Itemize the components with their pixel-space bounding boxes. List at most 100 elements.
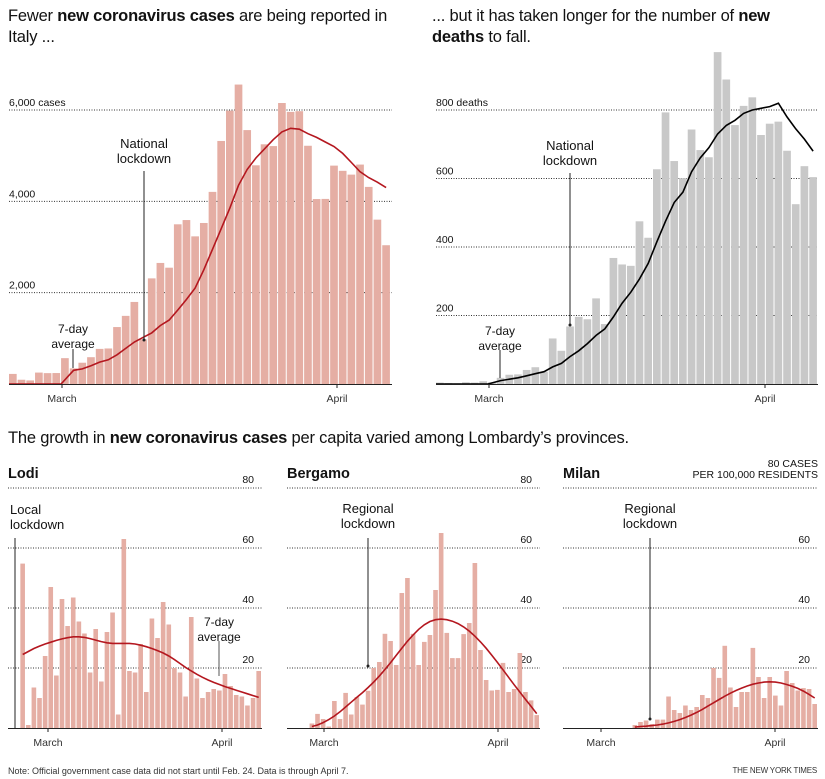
bar (286, 111, 295, 385)
headline-cases-pre: Fewer (8, 7, 58, 25)
bar (188, 617, 194, 728)
bar (70, 597, 76, 728)
bar (205, 692, 211, 728)
x-tick-label: March (33, 737, 62, 749)
bar (774, 121, 783, 384)
bar (87, 357, 95, 384)
bar (360, 704, 365, 728)
headline-deaths-pre: ... but it has taken longer for the numb… (432, 7, 739, 25)
y-tick-label: 2,000 (9, 280, 35, 292)
bar (43, 373, 52, 384)
bar (671, 710, 677, 728)
bar (687, 129, 696, 384)
series-line-7-day-average (634, 680, 816, 728)
bar (61, 358, 69, 384)
bar (655, 719, 660, 728)
bar (337, 719, 343, 728)
bar (677, 713, 683, 728)
bar (65, 626, 70, 728)
bar (801, 688, 806, 728)
bar (784, 671, 789, 728)
bar (17, 379, 26, 384)
bar (638, 722, 643, 728)
bar (478, 650, 483, 728)
y-tick-label: 40 (242, 594, 254, 606)
y-tick-label: 20 (242, 654, 254, 666)
bar (382, 633, 388, 728)
bar (731, 125, 739, 384)
annotation-local-lockdown: lockdown (10, 517, 64, 532)
bar (326, 726, 332, 728)
bar (522, 369, 531, 384)
bar (139, 339, 147, 384)
bar (348, 714, 354, 728)
annotation-7-day-average-deaths: average (478, 339, 522, 353)
annotation-national-lockdown-deaths: lockdown (543, 153, 597, 168)
bar (438, 533, 444, 728)
bar (789, 683, 795, 728)
bar (110, 612, 115, 728)
headline-deaths: ... but it has taken longer for the numb… (432, 6, 822, 48)
y-tick-label: 20 (798, 654, 810, 666)
annotation-7-day-average-lodi: average (197, 630, 241, 644)
annotation-regional-lockdown-bergamo: Regional (342, 501, 393, 516)
bar (330, 165, 338, 384)
bar (531, 367, 540, 384)
bar (765, 123, 774, 384)
bar (635, 221, 644, 384)
bar (800, 166, 809, 384)
bar (739, 105, 748, 384)
bar (433, 590, 438, 728)
bar (795, 690, 801, 728)
bar (517, 653, 523, 728)
bar (756, 677, 761, 728)
bar (483, 680, 489, 728)
bar (767, 677, 773, 728)
bar (199, 222, 208, 384)
annotation-regional-lockdown-bergamo: lockdown (341, 516, 395, 531)
bar (59, 599, 65, 728)
y-tick-label: 20 (520, 654, 532, 666)
bar (528, 700, 534, 728)
bar (76, 621, 82, 728)
bar (806, 689, 812, 728)
x-tick-label: April (754, 393, 775, 405)
credit-line: THE NEW YORK TIMES (732, 766, 817, 775)
bar (54, 675, 59, 728)
x-tick-label: March (47, 393, 76, 405)
bar (733, 707, 739, 728)
bar (427, 635, 433, 728)
bar (321, 198, 330, 384)
bar (500, 662, 506, 728)
bar (711, 668, 716, 728)
series-line-7-day-average (436, 102, 814, 385)
bar (82, 633, 87, 728)
bar (233, 695, 239, 728)
headline-provinces-post: per capita varied among Lombardy’s provi… (287, 429, 630, 447)
bar (716, 677, 722, 728)
headline-cases-post: are being reported in Italy ... (8, 7, 388, 46)
y-tick-label: 40 (520, 594, 532, 606)
bar (748, 97, 757, 384)
y-tick-label: 80 (520, 474, 532, 486)
bar (173, 224, 182, 384)
bar (87, 672, 93, 728)
bar (104, 348, 113, 384)
bar (228, 686, 233, 728)
annotation-7-day-average-cases: average (51, 337, 95, 351)
chart-milan: 20 40 60 March April (563, 487, 818, 749)
bar (495, 689, 500, 728)
y-tick-label: 40 (798, 594, 810, 606)
bar (618, 264, 626, 384)
bar (194, 678, 200, 728)
bar (377, 662, 382, 728)
bar (356, 164, 364, 384)
bar (149, 618, 155, 728)
x-tick-label: April (487, 737, 508, 749)
bar (52, 373, 61, 384)
headline-provinces: The growth in new coronavirus cases per … (8, 428, 825, 449)
bar (143, 692, 149, 728)
bar (217, 140, 225, 384)
bar (278, 103, 286, 384)
bar (791, 204, 800, 384)
